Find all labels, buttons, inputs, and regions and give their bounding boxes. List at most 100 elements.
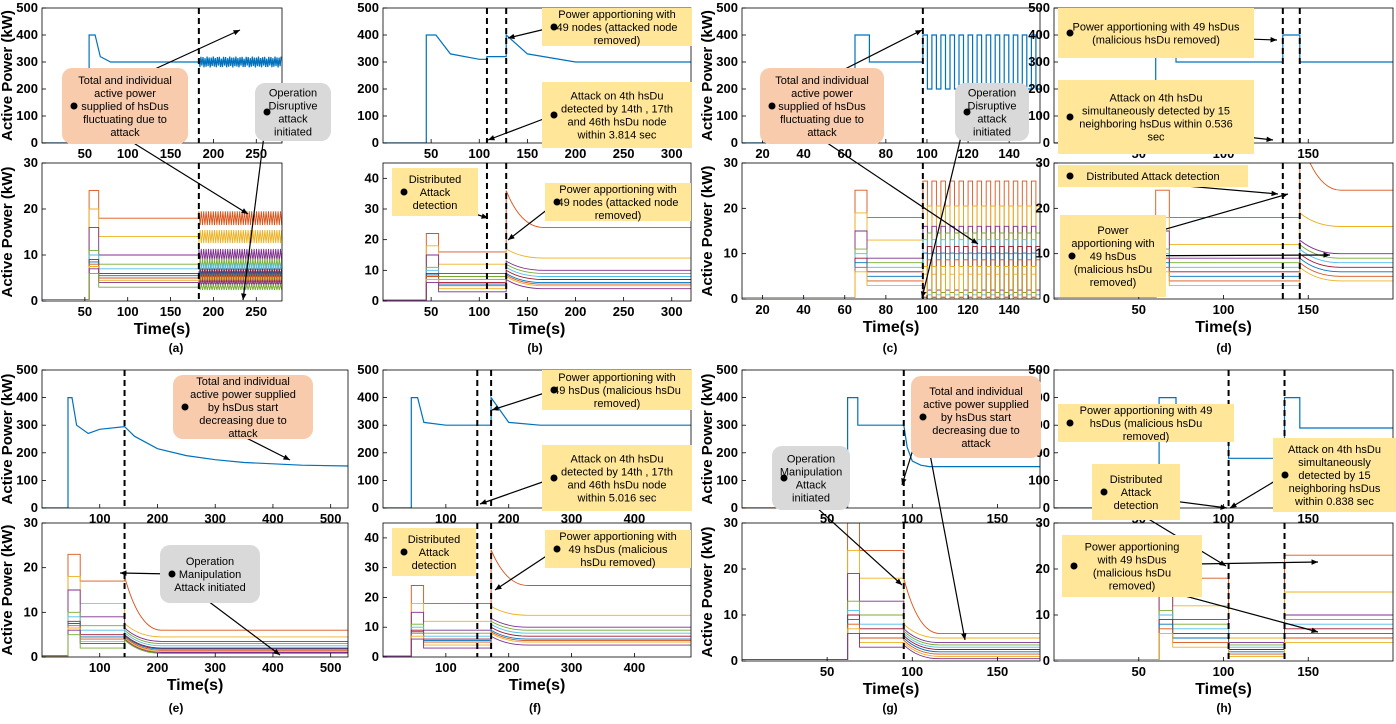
chart-g-bottom: 50 100 150 0 10 20 30 Active Power (kW) Time(s) — [699, 515, 1041, 698]
series-line — [742, 614, 1040, 661]
x-tick-label: 100 — [901, 511, 923, 526]
axes-box — [41, 522, 349, 658]
plot-area — [383, 190, 691, 301]
annotation-anchor-dot — [70, 102, 78, 110]
y-tick-label: 100 — [1028, 472, 1050, 487]
x-tick-label: 50 — [78, 304, 92, 319]
y-axis-label: Active Power (kW) — [699, 166, 716, 297]
x-tick-label: 100 — [1213, 511, 1235, 526]
x-tick-label: 200 — [147, 511, 169, 526]
x-tick-label: 80 — [879, 146, 893, 161]
x-tick-label: 50 — [1132, 664, 1146, 679]
y-tick-label: 100 — [1028, 108, 1050, 123]
series-line — [1054, 591, 1393, 661]
y-tick-label: 0 — [372, 649, 379, 664]
annotation-box — [542, 8, 692, 46]
chart-h-bottom: 50 100 150 0 10 20 30 Time(s) — [1036, 515, 1394, 698]
x-tick-label: 300 — [661, 304, 683, 319]
x-tick-label: 50 — [424, 146, 438, 161]
y-tick-label: 500 — [716, 362, 738, 377]
annotation-anchor-dot — [1100, 488, 1108, 496]
series-line — [742, 632, 1040, 661]
annotation-text: Distributed Attack detection — [409, 174, 462, 212]
annotation-text: Attack on 4th hsDu simultaneously detected… — [1288, 444, 1381, 508]
series-line — [383, 272, 691, 301]
annotation: Operation Disruptive attack initiated — [241, 83, 331, 301]
chart-f-top: 100 200 300 400 0 100 200 300 400 500 — [357, 362, 692, 526]
annotation: Power apportioning with 49 hsDus (malicio… — [494, 530, 691, 591]
annotation-box — [772, 446, 850, 510]
annotation-box — [545, 530, 691, 568]
series-line — [1054, 623, 1393, 661]
annotation: Attack on 4th hsDu simultaneously detected… — [1229, 438, 1396, 512]
annotation: Operation Disruptive attack initiated — [920, 83, 1029, 299]
y-tick-label: 10 — [365, 619, 379, 634]
annotation: Operation Manipulation Attack initiated — [772, 446, 903, 586]
y-tick-label: 200 — [16, 81, 38, 96]
series-line — [1054, 163, 1393, 299]
annotation-arrow — [479, 477, 555, 505]
series-line — [1054, 248, 1393, 299]
annotation-anchor-dot — [1281, 471, 1289, 479]
series-line — [383, 635, 691, 657]
chart-e-bottom: 100 200 300 400 500 0 10 20 30 Active Power (kW) T… — [0, 515, 349, 694]
x-tick-label: 300 — [561, 660, 583, 675]
series-line — [1054, 614, 1393, 661]
series-line — [742, 609, 1040, 661]
annotation-anchor-dot — [550, 23, 558, 31]
y-tick-label: 0 — [1043, 135, 1050, 150]
annotation: Power apportioning with 49 hsDus (malicio… — [1058, 404, 1234, 443]
y-tick-label: 200 — [716, 81, 738, 96]
y-tick-label: 0 — [1043, 291, 1050, 306]
series-line — [42, 553, 348, 657]
x-tick-label: 150 — [1297, 146, 1319, 161]
x-tick-label: 50 — [820, 511, 834, 526]
chart-f-bottom: 100 200 300 400 0 10 20 30 40 Time(s) — [365, 522, 692, 694]
annotation-anchor-dot — [1066, 29, 1074, 37]
y-tick-label: 0 — [731, 135, 738, 150]
x-axis-label: Time(s) — [509, 677, 566, 694]
x-tick-label: 150 — [517, 146, 539, 161]
annotation-box — [62, 68, 188, 144]
y-tick-label: 20 — [724, 561, 738, 576]
x-tick-label: 150 — [1297, 302, 1319, 317]
arrow-head — [492, 405, 499, 411]
annotation-text: Distributed Attack detection — [408, 534, 461, 572]
y-tick-label: 200 — [16, 445, 38, 460]
annotation-anchor-dot — [1066, 113, 1074, 121]
x-tick-label: 100 — [468, 304, 490, 319]
y-tick-label: 0 — [1043, 653, 1050, 668]
y-tick-label: 20 — [365, 232, 379, 247]
arrow-head — [1220, 504, 1227, 510]
arrow-head — [508, 33, 515, 40]
y-tick-label: 0 — [731, 291, 738, 306]
series-line — [742, 600, 1040, 661]
y-axis-label: Active Power (kW) — [0, 167, 16, 298]
annotation-anchor-dot — [780, 474, 788, 482]
plot-area — [42, 190, 282, 301]
series-line — [42, 616, 348, 657]
annotation: Power apportioning with 49 nodes (attacke… — [507, 183, 691, 241]
y-tick-label: 400 — [716, 27, 738, 42]
y-tick-label: 0 — [731, 500, 738, 515]
series-line — [1054, 252, 1393, 299]
series-line — [42, 589, 348, 657]
subplot-label: (f) — [529, 701, 541, 715]
series-line — [1054, 632, 1393, 661]
annotation: Total and individual active power supplie… — [901, 376, 1041, 641]
y-tick-label: 300 — [1028, 54, 1050, 69]
annotation-text: Power apportioning with 49 hsDus (malicio… — [1073, 22, 1240, 47]
y-tick-label: 100 — [716, 108, 738, 123]
annotation-box — [173, 375, 313, 439]
annotation: Attack on 4th hsDu detected by 14th , 17t… — [479, 445, 692, 511]
annotation-box — [911, 376, 1041, 458]
series-line — [1054, 230, 1393, 299]
x-tick-label: 200 — [203, 304, 225, 319]
annotation-box — [545, 183, 691, 221]
series-line — [42, 620, 348, 657]
plot-area — [42, 34, 282, 143]
series-line — [742, 550, 1040, 661]
y-tick-label: 500 — [716, 0, 738, 15]
x-tick-label: 500 — [320, 511, 342, 526]
